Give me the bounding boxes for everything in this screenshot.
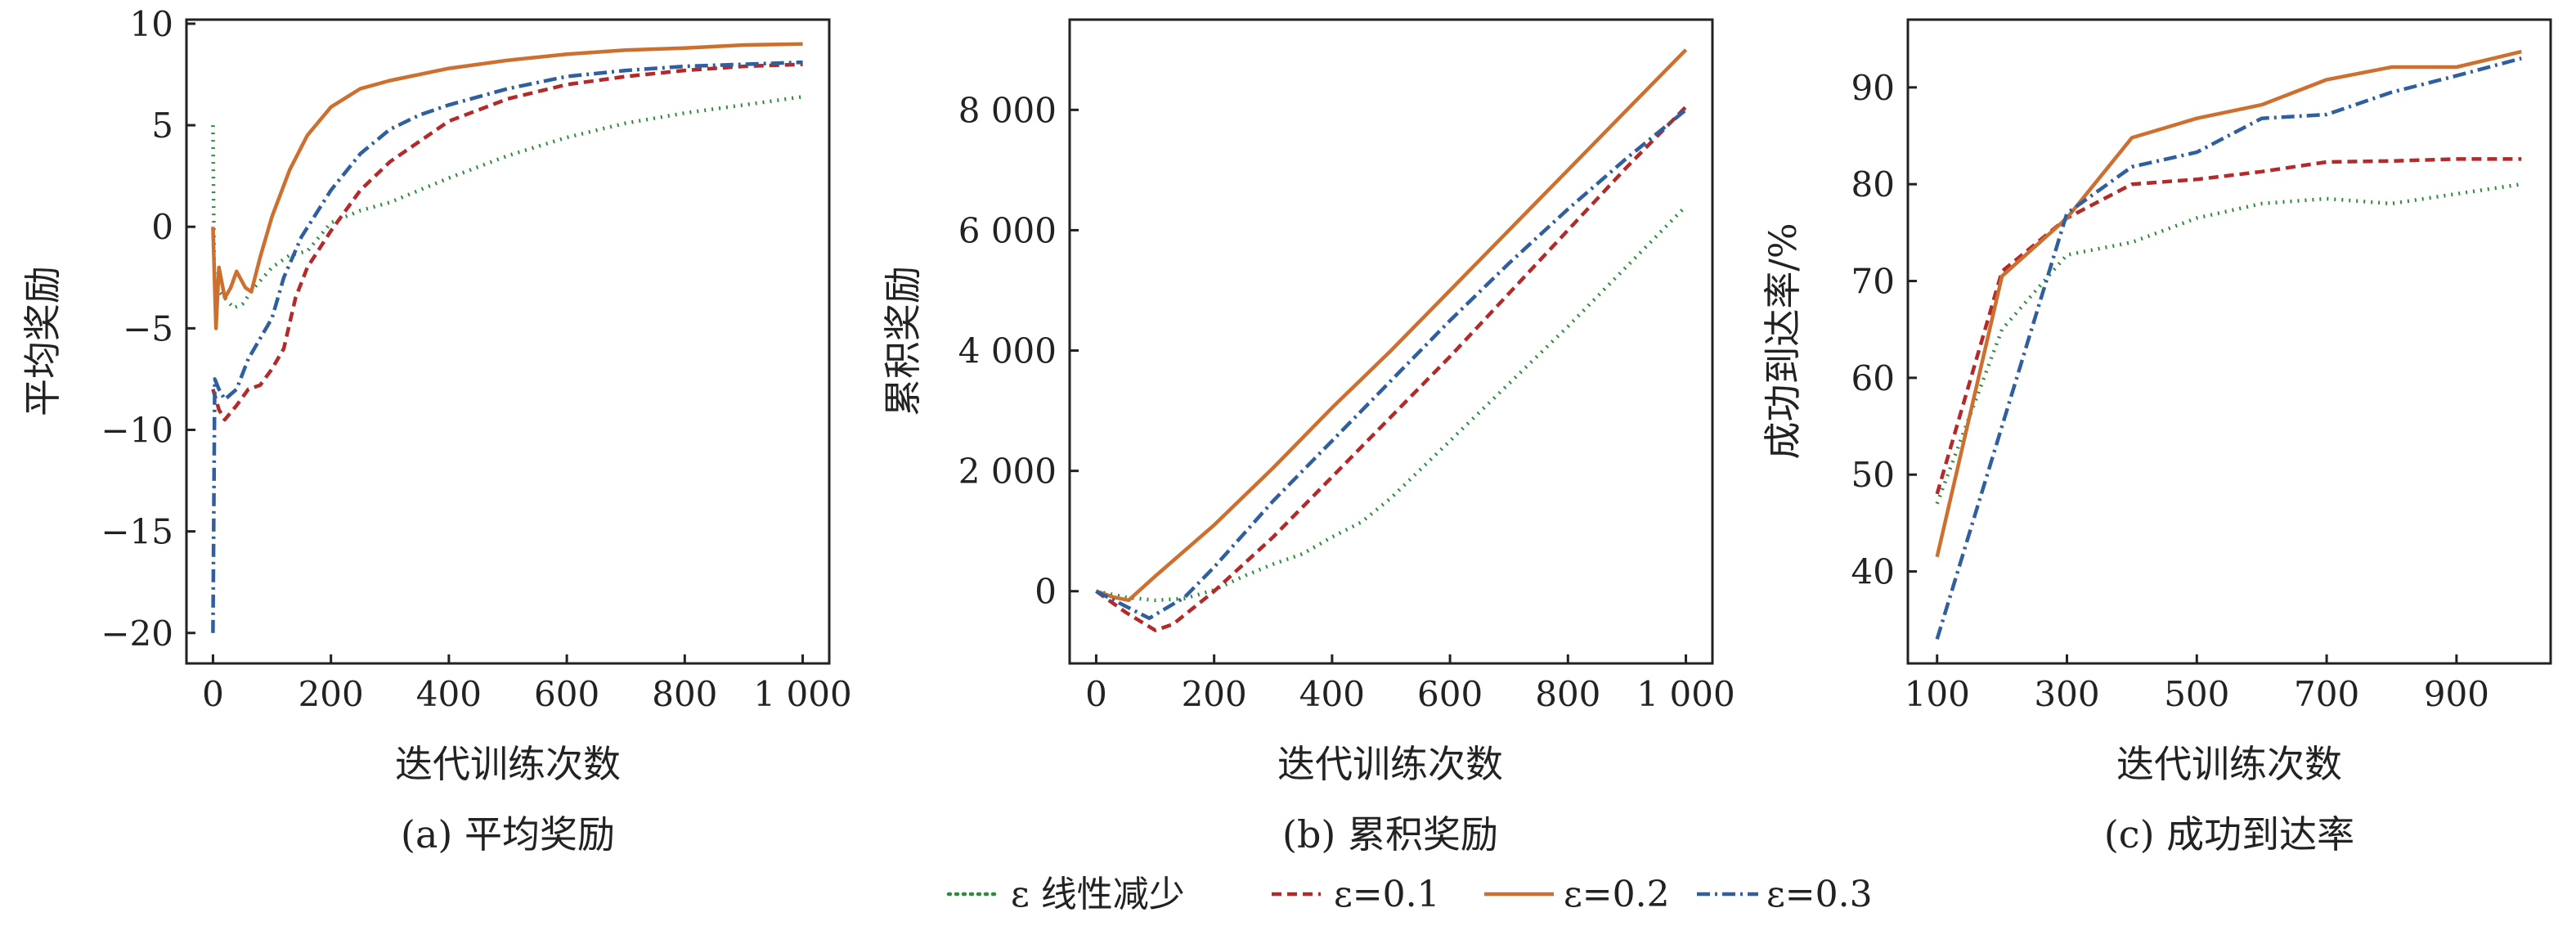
legend-item-eps-0-2: ε=0.2 xyxy=(1484,874,1670,915)
y-tick-label: 40 xyxy=(1851,552,1895,592)
y-tick-label: 90 xyxy=(1851,68,1895,108)
legend-label: ε 线性减少 xyxy=(1011,874,1185,915)
series-line-2 xyxy=(1095,48,1688,603)
y-tick-label: 6 000 xyxy=(958,210,1057,250)
x-tick-label: 400 xyxy=(1299,674,1365,714)
series-line-0 xyxy=(1935,182,2522,505)
y-tick-label: −5 xyxy=(123,308,173,348)
plot-frame xyxy=(185,18,831,665)
y-tick-label: 60 xyxy=(1851,358,1895,398)
y-tick-label: 80 xyxy=(1851,164,1895,205)
x-tick-label: 300 xyxy=(2034,674,2099,714)
x-tick-label: 200 xyxy=(298,674,364,714)
panel-caption: (b) 累积奖励 xyxy=(1282,812,1498,856)
x-tick-label: 1 000 xyxy=(1636,674,1735,714)
y-tick-label: 70 xyxy=(1851,262,1895,302)
series-line-2 xyxy=(211,42,803,330)
plot-frame xyxy=(1068,18,1714,665)
panel-success-rate: 100 300 500 700 900 40 50 60 70 80 90 迭代训练次数 成功到达率… xyxy=(1761,18,2552,856)
legend-item-eps-0-1: ε=0.1 xyxy=(1272,874,1440,915)
panel-caption: (c) 成功到达率 xyxy=(2104,812,2354,856)
panel-caption: (a) 平均奖励 xyxy=(401,812,615,856)
y-tick-label: −20 xyxy=(101,614,173,654)
series-group xyxy=(1935,49,2522,641)
x-tick-label: 800 xyxy=(1535,674,1600,714)
x-tick-label: 0 xyxy=(202,674,224,714)
x-tick-label: 400 xyxy=(416,674,482,714)
y-tick-label: 2 000 xyxy=(958,452,1057,492)
legend-item-eps-0-3: ε=0.3 xyxy=(1697,874,1873,915)
tick-group: 100 300 500 700 900 40 50 60 70 80 90 xyxy=(1851,68,2489,714)
x-tick-label: 900 xyxy=(2424,674,2489,714)
x-tick-label: 200 xyxy=(1182,674,1247,714)
x-tick-label: 700 xyxy=(2294,674,2359,714)
legend: ε 线性减少 ε=0.1 ε=0.2 ε=0.3 xyxy=(946,874,1873,915)
x-tick-label: 0 xyxy=(1085,674,1107,714)
legend-item-linear-decrease: ε 线性减少 xyxy=(946,874,1185,915)
x-tick-label: 500 xyxy=(2164,674,2229,714)
x-axis-label: 迭代训练次数 xyxy=(2116,742,2342,786)
y-tick-label: 50 xyxy=(1851,455,1895,495)
x-axis-label: 迭代训练次数 xyxy=(1277,742,1503,786)
series-line-0 xyxy=(211,95,803,310)
plot-frame xyxy=(1906,18,2552,665)
panel-average-reward: 0 200 400 600 800 1 000 −20 −15 −10 −5 0 5 10 迭代训练次数… xyxy=(20,4,852,856)
series-group xyxy=(1095,48,1688,632)
y-tick-label: −15 xyxy=(101,512,173,552)
y-tick-label: 8 000 xyxy=(958,90,1057,130)
y-tick-label: 4 000 xyxy=(958,331,1057,371)
x-tick-label: 800 xyxy=(652,674,717,714)
series-line-1 xyxy=(211,62,803,422)
tick-group: 0 200 400 600 800 1 000 0 2 000 4 000 6 000 8 000 xyxy=(958,90,1735,714)
x-axis-label: 迭代训练次数 xyxy=(395,742,621,786)
series-line-3 xyxy=(211,60,803,633)
series-line-1 xyxy=(1095,106,1688,632)
x-tick-label: 100 xyxy=(1905,674,1970,714)
y-axis-label: 累积奖励 xyxy=(881,266,925,416)
tick-group: 0 200 400 600 800 1 000 −20 −15 −10 −5 0 5 10 xyxy=(101,4,851,714)
series-line-1 xyxy=(1935,157,2522,495)
y-tick-label: 10 xyxy=(130,4,173,44)
series-line-2 xyxy=(1935,49,2522,558)
legend-label: ε=0.1 xyxy=(1334,874,1440,915)
series-line-0 xyxy=(1095,205,1688,603)
y-axis-label: 平均奖励 xyxy=(20,266,65,416)
x-tick-label: 1 000 xyxy=(753,674,851,714)
series-group xyxy=(211,42,803,633)
x-tick-label: 600 xyxy=(1417,674,1483,714)
y-tick-label: 5 xyxy=(151,106,173,146)
legend-label: ε=0.3 xyxy=(1766,874,1873,915)
x-tick-label: 600 xyxy=(534,674,599,714)
series-line-3 xyxy=(1935,56,2522,641)
y-tick-label: 0 xyxy=(151,207,173,247)
series-line-3 xyxy=(1095,108,1688,621)
y-tick-label: 0 xyxy=(1034,572,1057,612)
y-axis-label: 成功到达率/% xyxy=(1761,223,1805,459)
legend-label: ε=0.2 xyxy=(1564,874,1670,915)
y-tick-label: −10 xyxy=(101,410,173,450)
